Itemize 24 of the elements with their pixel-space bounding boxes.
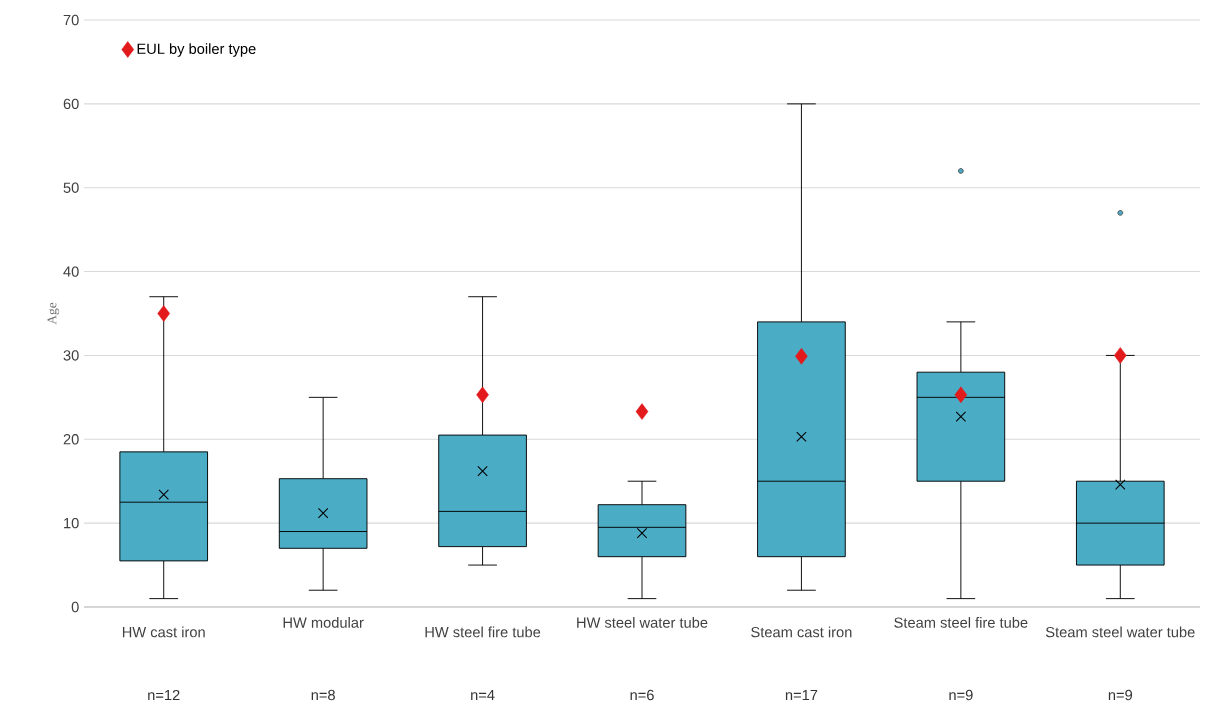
text: n=6 bbox=[630, 689, 654, 701]
x-tick-label: HW steel water tube bbox=[577, 617, 708, 628]
y-tick-label: 20 bbox=[63, 434, 79, 445]
y-tick-label: 40 bbox=[63, 266, 79, 277]
text: n=9 bbox=[1108, 689, 1133, 701]
y-tick-label: 10 bbox=[64, 517, 79, 529]
x-tick-label: HW modular bbox=[283, 617, 364, 628]
y-tick-label: 0 bbox=[71, 601, 79, 613]
y-tick-label: 30 bbox=[63, 350, 79, 361]
y-tick-label: 60 bbox=[63, 98, 79, 110]
text: n=17 bbox=[785, 689, 818, 701]
text: n=8 bbox=[311, 689, 335, 701]
text: n=9 bbox=[949, 689, 973, 701]
x-tick-label: Steam cast iron bbox=[751, 626, 852, 638]
y-tick-label: 70 bbox=[63, 14, 79, 26]
y-tick-label: 50 bbox=[63, 182, 79, 193]
x-tick-label: Steam steel fire tube bbox=[894, 617, 1028, 628]
text: n=12 bbox=[148, 689, 180, 701]
x-tick-label: HW cast iron bbox=[122, 626, 205, 638]
x-tick-label: Steam steel water tube bbox=[1045, 626, 1195, 638]
x-tick-label: HW steel fire tube bbox=[425, 626, 541, 638]
y-axis-title: Age bbox=[47, 302, 60, 325]
legend-label: EUL by boiler type bbox=[137, 43, 256, 57]
text: n=4 bbox=[471, 689, 495, 701]
